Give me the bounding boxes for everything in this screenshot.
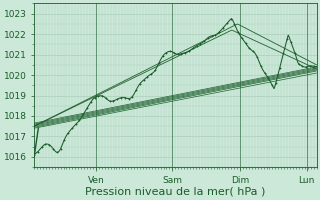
X-axis label: Pression niveau de la mer( hPa ): Pression niveau de la mer( hPa )	[85, 187, 266, 197]
